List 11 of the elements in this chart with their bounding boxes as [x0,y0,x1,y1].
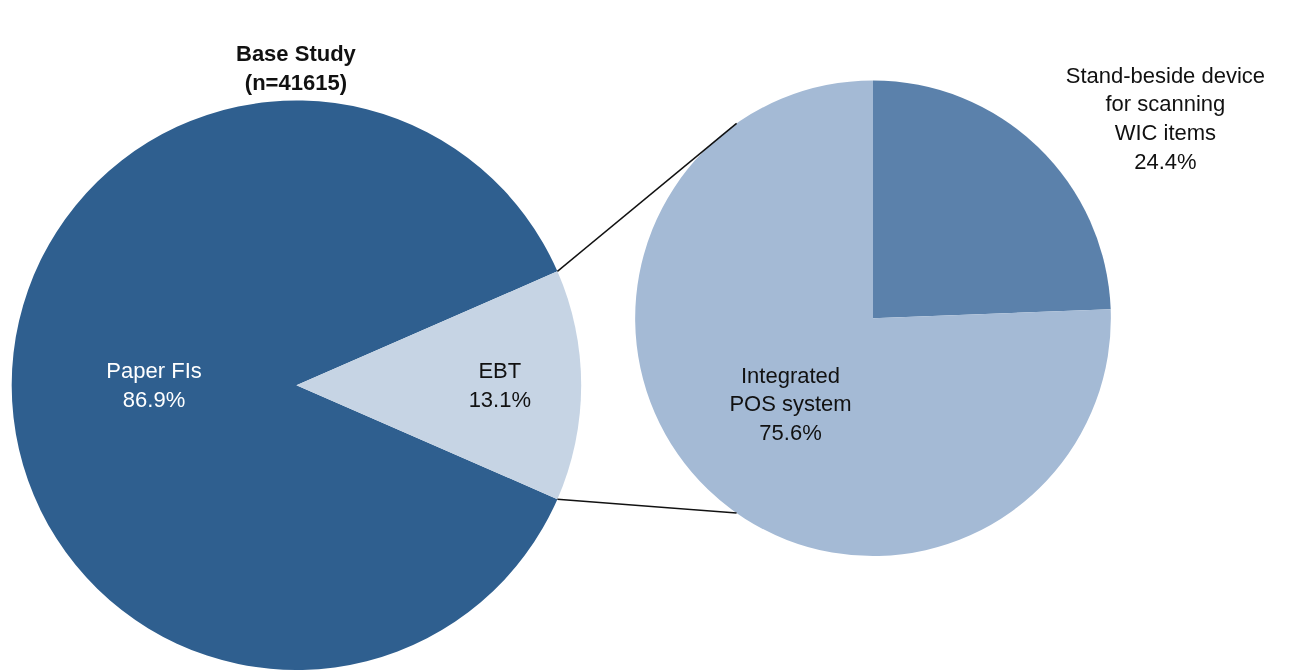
data-label: 24.4% [1134,148,1197,174]
slice-label: EBT [478,358,522,384]
data-label: 86.9% [122,387,186,413]
pie-slice [12,100,558,670]
slice-label: Integrated POS system [729,362,852,417]
slice-label: Stand-beside device for scanning WIC items [1065,62,1266,145]
slice-label: Paper FIs [106,358,202,384]
data-label: 13.1% [468,387,532,413]
data-label: 75.6% [759,420,822,446]
chart-title: Base Study (n=41615) [236,41,357,95]
pie-slice [296,271,581,500]
